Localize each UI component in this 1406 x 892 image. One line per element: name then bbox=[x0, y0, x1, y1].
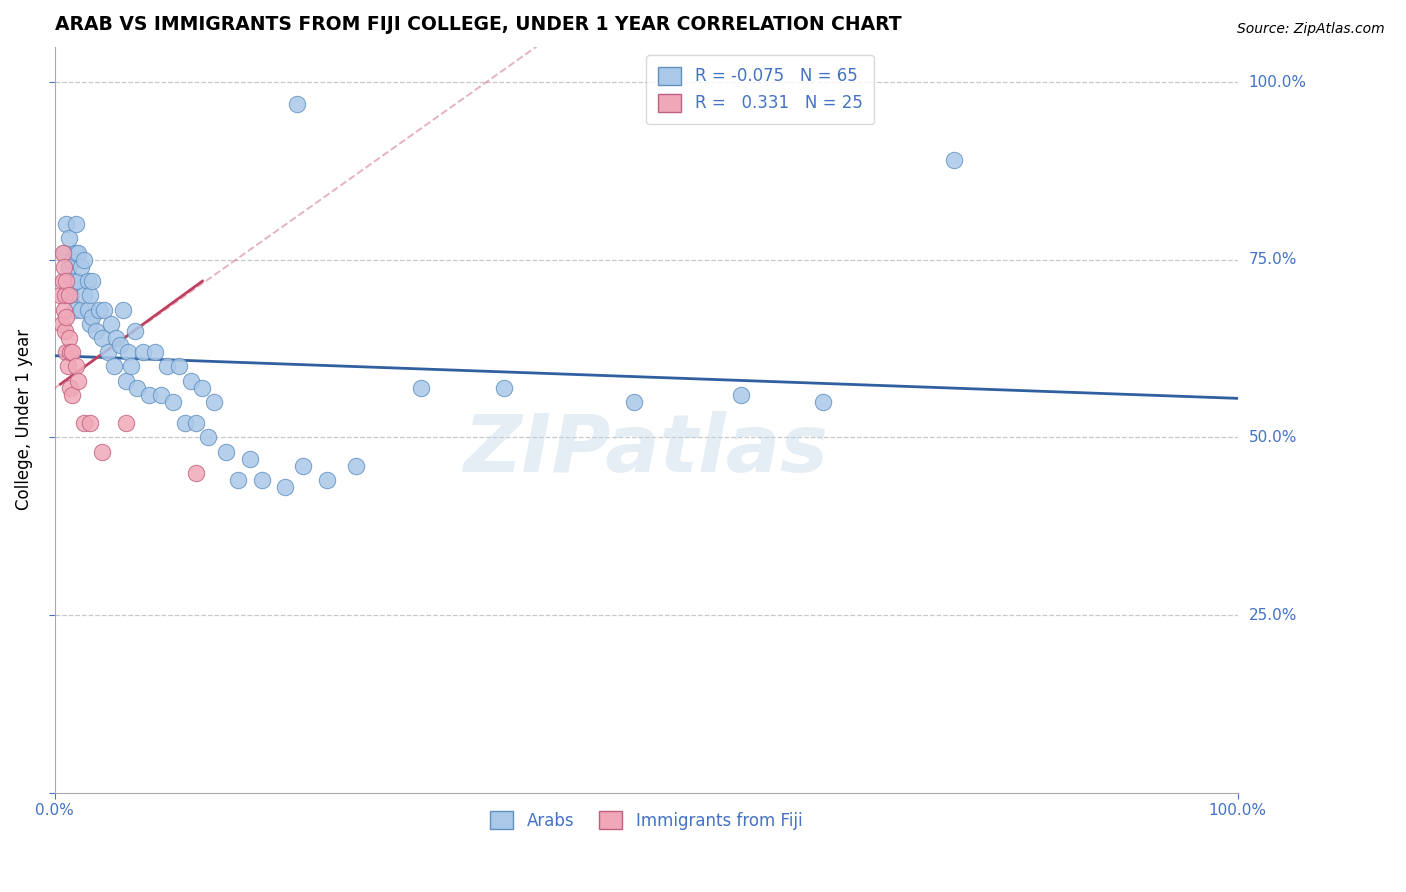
Point bbox=[173, 416, 195, 430]
Text: 100.0%: 100.0% bbox=[1249, 75, 1306, 90]
Point bbox=[60, 388, 83, 402]
Point bbox=[79, 416, 101, 430]
Point bbox=[215, 444, 238, 458]
Point bbox=[250, 473, 273, 487]
Point bbox=[53, 260, 76, 274]
Point bbox=[89, 302, 111, 317]
Point bbox=[73, 416, 96, 430]
Point bbox=[52, 245, 75, 260]
Point bbox=[55, 274, 77, 288]
Point bbox=[67, 245, 90, 260]
Point bbox=[191, 381, 214, 395]
Point bbox=[63, 302, 86, 317]
Text: ZIPatlas: ZIPatlas bbox=[464, 410, 828, 489]
Point bbox=[97, 345, 120, 359]
Point bbox=[186, 466, 208, 480]
Point bbox=[623, 395, 645, 409]
Point bbox=[114, 416, 136, 430]
Point bbox=[53, 288, 76, 302]
Point bbox=[127, 381, 149, 395]
Point bbox=[67, 274, 90, 288]
Point bbox=[62, 274, 84, 288]
Point bbox=[82, 310, 104, 324]
Point bbox=[143, 345, 166, 359]
Point bbox=[813, 395, 835, 409]
Point bbox=[186, 416, 208, 430]
Point bbox=[60, 252, 83, 267]
Point bbox=[58, 231, 80, 245]
Point bbox=[84, 324, 107, 338]
Point bbox=[59, 381, 82, 395]
Point bbox=[58, 288, 80, 302]
Point bbox=[942, 153, 965, 168]
Point bbox=[285, 96, 308, 111]
Point bbox=[65, 359, 87, 374]
Point bbox=[156, 359, 179, 374]
Point bbox=[51, 317, 73, 331]
Point bbox=[67, 374, 90, 388]
Text: 25.0%: 25.0% bbox=[1249, 607, 1296, 623]
Point bbox=[411, 381, 433, 395]
Point bbox=[53, 245, 76, 260]
Point bbox=[58, 331, 80, 345]
Point bbox=[69, 260, 91, 274]
Point bbox=[274, 480, 297, 494]
Point bbox=[226, 473, 249, 487]
Point bbox=[315, 473, 337, 487]
Point bbox=[117, 345, 139, 359]
Point bbox=[79, 288, 101, 302]
Point bbox=[124, 324, 146, 338]
Point bbox=[79, 317, 101, 331]
Point bbox=[120, 359, 142, 374]
Point bbox=[73, 252, 96, 267]
Text: 50.0%: 50.0% bbox=[1249, 430, 1296, 445]
Point bbox=[202, 395, 225, 409]
Point bbox=[114, 374, 136, 388]
Point bbox=[93, 302, 115, 317]
Point bbox=[162, 395, 184, 409]
Point bbox=[150, 388, 173, 402]
Point bbox=[180, 374, 202, 388]
Point bbox=[60, 345, 83, 359]
Point bbox=[58, 260, 80, 274]
Point bbox=[291, 458, 314, 473]
Point bbox=[494, 381, 516, 395]
Legend: Arabs, Immigrants from Fiji: Arabs, Immigrants from Fiji bbox=[484, 805, 808, 837]
Point bbox=[53, 324, 76, 338]
Point bbox=[65, 217, 87, 231]
Point bbox=[69, 302, 91, 317]
Text: 75.0%: 75.0% bbox=[1249, 252, 1296, 268]
Point bbox=[55, 310, 77, 324]
Point bbox=[59, 345, 82, 359]
Text: Source: ZipAtlas.com: Source: ZipAtlas.com bbox=[1237, 22, 1385, 37]
Point bbox=[167, 359, 190, 374]
Point bbox=[52, 274, 75, 288]
Point bbox=[239, 451, 262, 466]
Point bbox=[56, 359, 79, 374]
Point bbox=[344, 458, 367, 473]
Point bbox=[108, 338, 131, 352]
Point bbox=[90, 444, 112, 458]
Y-axis label: College, Under 1 year: College, Under 1 year bbox=[15, 329, 32, 510]
Point bbox=[138, 388, 160, 402]
Point bbox=[49, 288, 72, 302]
Point bbox=[103, 359, 125, 374]
Point bbox=[100, 317, 122, 331]
Point bbox=[60, 288, 83, 302]
Point bbox=[76, 302, 98, 317]
Text: ARAB VS IMMIGRANTS FROM FIJI COLLEGE, UNDER 1 YEAR CORRELATION CHART: ARAB VS IMMIGRANTS FROM FIJI COLLEGE, UN… bbox=[55, 15, 901, 34]
Point bbox=[73, 288, 96, 302]
Point bbox=[90, 331, 112, 345]
Point bbox=[65, 245, 87, 260]
Point bbox=[55, 345, 77, 359]
Point bbox=[197, 430, 219, 444]
Point bbox=[112, 302, 135, 317]
Point bbox=[105, 331, 128, 345]
Point bbox=[55, 217, 77, 231]
Point bbox=[76, 274, 98, 288]
Point bbox=[82, 274, 104, 288]
Point bbox=[53, 302, 76, 317]
Point bbox=[132, 345, 155, 359]
Point bbox=[730, 388, 752, 402]
